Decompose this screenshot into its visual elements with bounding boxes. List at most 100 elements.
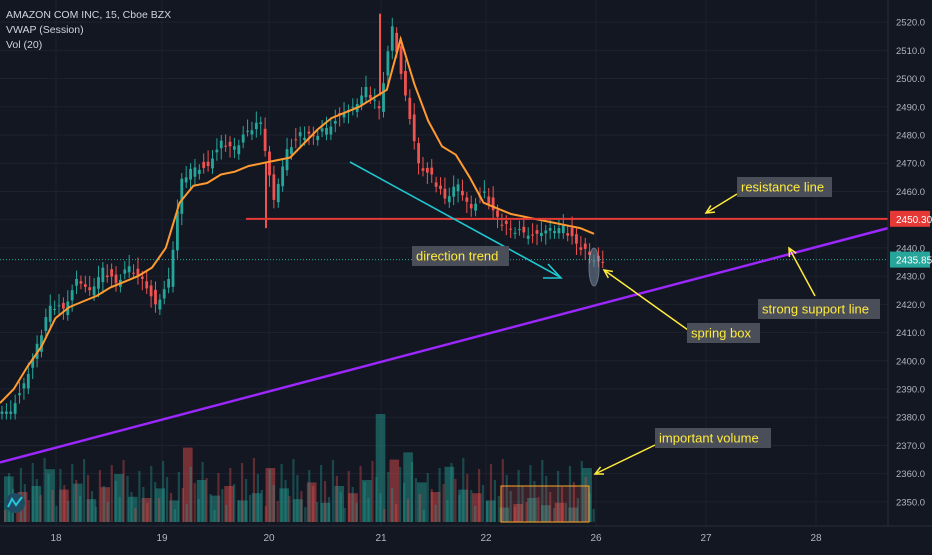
- volume-bar: [540, 505, 551, 522]
- candle-body: [167, 278, 171, 288]
- volume-bar: [150, 466, 153, 522]
- volume-bar: [472, 493, 482, 522]
- volume-bar: [201, 462, 204, 522]
- y-tick-label: 2480.0: [896, 131, 925, 142]
- resistance-line-label: resistance line: [741, 180, 824, 195]
- candle-body: [364, 87, 368, 98]
- candle-body: [452, 186, 456, 197]
- volume-bar: [363, 482, 366, 522]
- volume-bar: [102, 486, 105, 522]
- candle-body: [368, 94, 372, 99]
- candle-body: [259, 122, 263, 124]
- candle-body: [246, 130, 249, 132]
- volume-bar: [141, 498, 152, 522]
- candle-body: [504, 220, 508, 224]
- candle-body: [465, 197, 469, 202]
- volume-bar: [45, 469, 55, 522]
- strong-support-line-label-bg: [758, 299, 880, 319]
- volume-bar: [576, 498, 579, 522]
- vwap-legend[interactable]: VWAP (Session): [6, 24, 84, 36]
- candle-body: [583, 243, 587, 249]
- important-volume-label-bg: [655, 428, 771, 448]
- candle-body: [421, 168, 425, 171]
- volume-bar: [568, 507, 579, 522]
- candle-body: [439, 185, 442, 190]
- candle-body: [110, 269, 114, 277]
- volume-bar: [387, 472, 390, 522]
- volume-bar: [308, 470, 311, 522]
- candle-body: [557, 228, 561, 234]
- y-tick-label: 2430.0: [896, 272, 925, 283]
- volume-bar: [316, 502, 319, 522]
- symbol-title[interactable]: AMAZON COM INC, 15, Cboe BZX: [6, 9, 172, 21]
- volume-bar: [213, 510, 216, 522]
- direction-trend-label: direction trend: [416, 249, 498, 264]
- candle-body: [285, 149, 289, 171]
- candle-body: [561, 225, 565, 234]
- candle-body: [241, 134, 245, 143]
- volume-bar: [588, 493, 591, 522]
- volume-bar: [304, 507, 307, 522]
- volume-bar: [533, 481, 536, 522]
- candle-body: [434, 182, 438, 187]
- candle-body: [79, 281, 83, 284]
- volume-bar: [83, 459, 86, 522]
- candle-body: [588, 251, 592, 255]
- volume-bar: [553, 508, 556, 522]
- volume-bar: [86, 475, 90, 522]
- candle-body: [4, 411, 8, 414]
- candle-body: [399, 46, 403, 74]
- important-volume-label: important volume: [659, 431, 759, 446]
- candle-body: [184, 177, 188, 183]
- candle-body: [373, 99, 377, 101]
- volume-bar: [177, 472, 180, 522]
- volume-bar: [485, 500, 496, 522]
- y-tick-label: 2520.0: [896, 18, 925, 29]
- volume-bar: [402, 483, 406, 522]
- direction-trend-label-bg: [412, 246, 509, 266]
- volume-bar: [582, 468, 592, 522]
- candle-body: [311, 135, 315, 137]
- candle-body: [18, 393, 21, 396]
- candle-body: [237, 145, 241, 155]
- candle-body: [461, 190, 464, 196]
- volume-bar: [383, 509, 386, 522]
- volume-bar: [351, 487, 354, 522]
- x-tick-label: 19: [156, 533, 168, 544]
- x-tick-label: 18: [50, 533, 62, 544]
- volume-bar: [348, 493, 358, 522]
- volume-bar: [389, 459, 400, 522]
- volume-bar: [169, 500, 179, 522]
- x-tick-label: 22: [480, 533, 492, 544]
- volume-bar: [391, 488, 394, 522]
- y-tick-label: 2390.0: [896, 385, 925, 396]
- candle-body: [202, 161, 206, 168]
- volume-bar: [4, 510, 7, 522]
- candle-body: [40, 335, 43, 352]
- candle-body: [303, 137, 306, 141]
- volume-bar: [127, 496, 138, 522]
- volume-bar: [481, 485, 485, 522]
- volume-bar: [517, 470, 520, 522]
- volume-bar: [403, 452, 413, 522]
- candle-body: [211, 158, 214, 169]
- volume-bar: [225, 505, 228, 522]
- volume-bar: [509, 491, 512, 522]
- spring-box-label-bg: [687, 323, 760, 343]
- y-tick-label: 2420.0: [896, 300, 925, 311]
- volume-bar: [458, 495, 461, 522]
- volume-legend[interactable]: Vol (20): [6, 39, 43, 51]
- volume-bar: [209, 494, 212, 522]
- candle-body: [333, 120, 337, 124]
- candle-body: [123, 269, 127, 274]
- volume-bar: [196, 480, 207, 522]
- volume-bar: [347, 471, 350, 522]
- volume-bar: [417, 482, 427, 522]
- candle-body: [132, 272, 135, 274]
- volume-bar: [444, 466, 455, 522]
- candle-body: [13, 403, 17, 414]
- volume-bar: [375, 477, 378, 522]
